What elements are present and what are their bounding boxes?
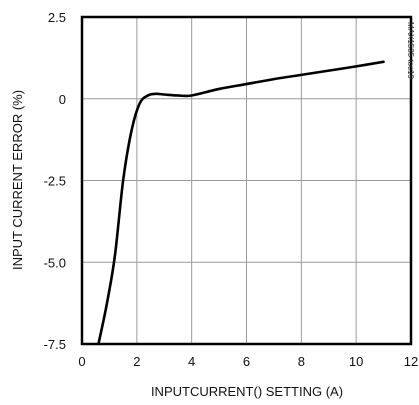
x-tick-label: 6 xyxy=(243,354,250,369)
y-tick-label: 2.5 xyxy=(48,10,66,25)
x-tick-label: 2 xyxy=(133,354,140,369)
figure-code-note: MAX1535 toc19 xyxy=(406,22,415,79)
x-tick-label: 8 xyxy=(298,354,305,369)
y-axis-title: INPUT CURRENT ERROR (%) xyxy=(10,90,25,270)
x-tick-labels: 0 2 4 6 8 10 12 xyxy=(78,354,418,369)
y-tick-label: 0 xyxy=(59,92,66,107)
y-tick-label: -7.5 xyxy=(44,337,66,352)
x-tick-label: 12 xyxy=(404,354,418,369)
y-tick-labels: 2.5 0 -2.5 -5.0 -7.5 xyxy=(44,10,66,352)
x-tick-label: 0 xyxy=(78,354,85,369)
grid-lines xyxy=(82,17,411,344)
x-tick-label: 4 xyxy=(188,354,195,369)
plot-frame xyxy=(80,15,413,346)
series-group xyxy=(97,60,385,346)
y-tick-label: -5.0 xyxy=(44,255,66,270)
y-tick-label: -2.5 xyxy=(44,174,66,189)
x-tick-label: 10 xyxy=(349,354,363,369)
x-axis-title: INPUTCURRENT() SETTING (A) xyxy=(151,384,343,399)
series-line xyxy=(97,60,385,346)
